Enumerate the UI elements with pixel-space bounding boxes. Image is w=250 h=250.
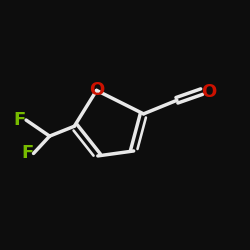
- Text: F: F: [21, 144, 34, 162]
- Text: O: O: [202, 82, 217, 100]
- Text: F: F: [14, 111, 26, 129]
- Text: O: O: [89, 82, 104, 100]
